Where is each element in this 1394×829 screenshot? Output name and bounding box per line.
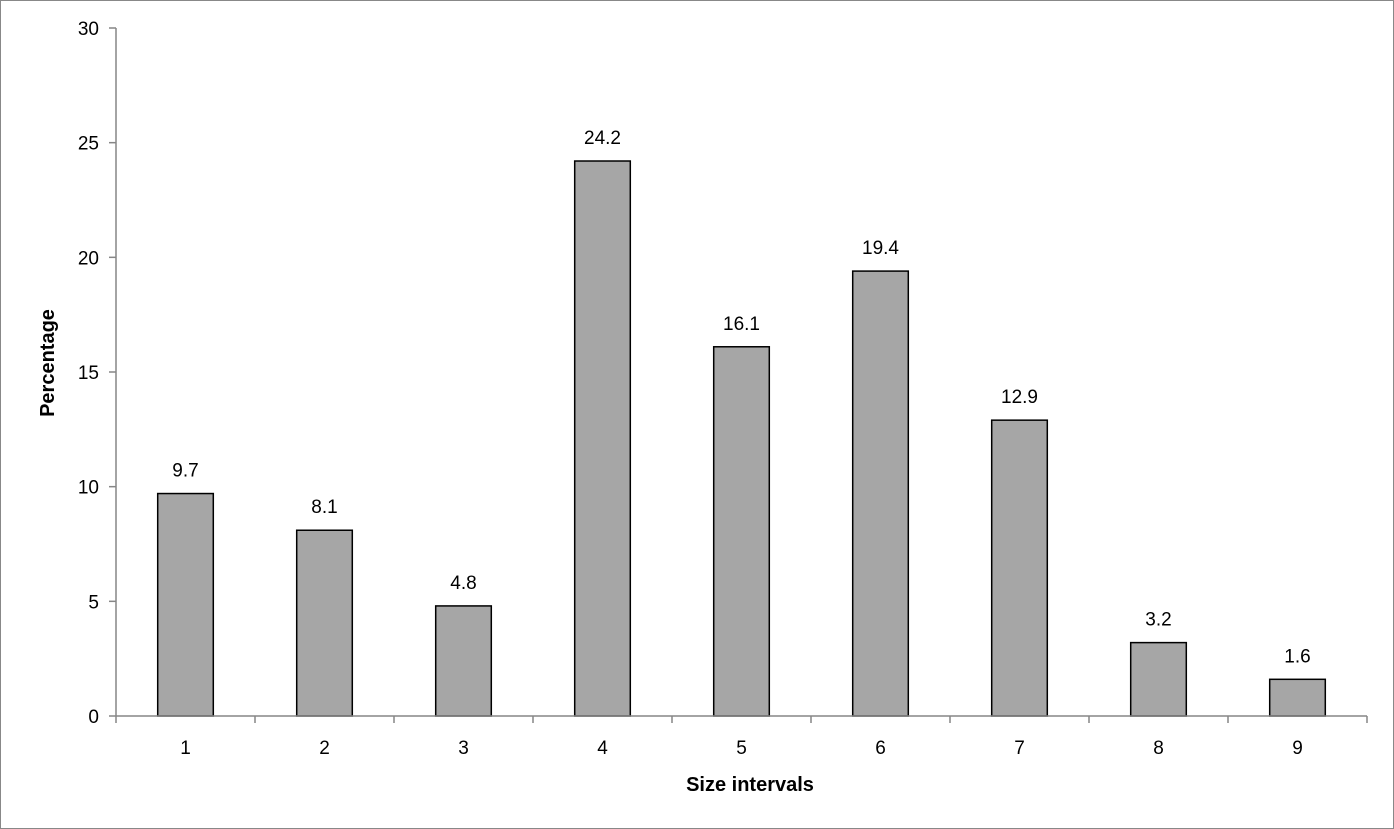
y-tick-label: 10: [78, 478, 99, 499]
data-label-1: 9.7: [172, 461, 198, 482]
x-tick-label: 4: [597, 738, 608, 759]
data-label-6: 19.4: [862, 238, 899, 259]
data-label-3: 4.8: [450, 573, 476, 594]
y-axis-title: Percentage: [37, 309, 59, 417]
x-tick-label: 8: [1153, 738, 1164, 759]
bar-8: [1129, 641, 1188, 717]
y-tick-label: 15: [78, 363, 99, 384]
x-tick-label: 6: [875, 738, 886, 759]
y-tick-label: 25: [78, 134, 99, 155]
x-tick-label: 5: [736, 738, 747, 759]
ticks-layer: [109, 27, 1368, 723]
data-label-2: 8.1: [311, 497, 337, 518]
bar-5: [712, 346, 771, 717]
bar-1: [156, 492, 215, 717]
bar-7: [990, 419, 1049, 717]
labels-layer: 0 5 10 15 20 25 30 9.7 1 8.1 2 4.8 3 24.2 4 16.1 5 19.4 6 1…: [78, 19, 1311, 759]
data-label-4: 24.2: [584, 128, 621, 149]
x-tick-label: 2: [319, 738, 330, 759]
bar-9: [1268, 678, 1327, 717]
y-tick-label: 20: [78, 248, 99, 269]
x-tick-label: 7: [1014, 738, 1025, 759]
data-label-8: 3.2: [1145, 610, 1171, 631]
bar-3: [434, 605, 493, 717]
x-tick-label: 3: [458, 738, 469, 759]
y-tick-label: 5: [88, 592, 99, 613]
data-label-9: 1.6: [1284, 646, 1310, 667]
bar-4: [573, 160, 632, 717]
data-label-5: 16.1: [723, 314, 760, 335]
y-tick-label: 0: [88, 707, 99, 728]
bars-layer: [156, 160, 1327, 717]
data-label-7: 12.9: [1001, 387, 1038, 408]
x-axis-title: Size intervals: [686, 774, 814, 796]
x-tick-label: 1: [180, 738, 191, 759]
x-tick-label: 9: [1292, 738, 1303, 759]
bar-2: [295, 529, 354, 717]
y-tick-label: 30: [78, 19, 99, 40]
bar-6: [851, 270, 910, 717]
